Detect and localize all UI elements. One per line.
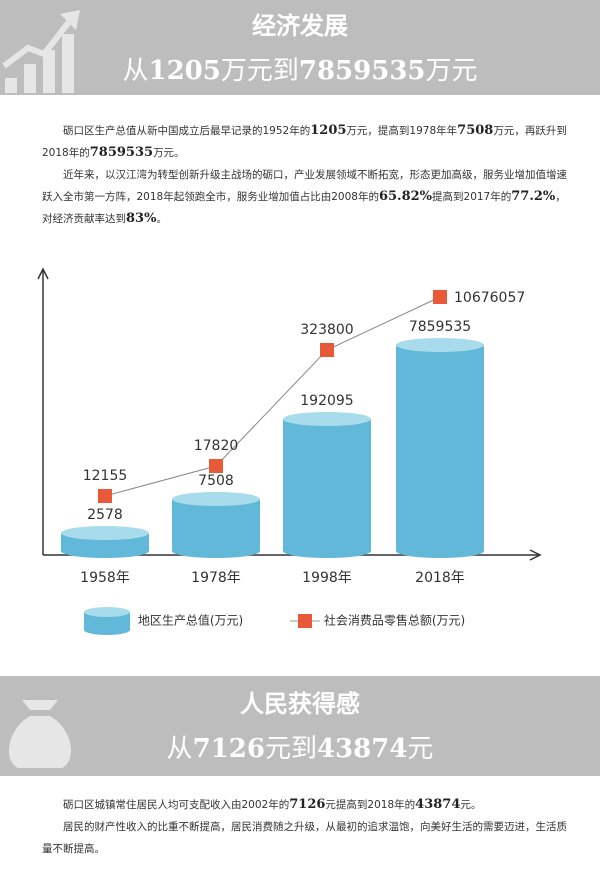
- legend-retail: 社会消费品零售总额(万元): [290, 606, 465, 636]
- line-value-label: 17820: [194, 438, 239, 454]
- bar-value-label: 192095: [300, 393, 353, 409]
- section-title: 经济发展: [252, 12, 348, 40]
- livelihood-paragraph-2: 居民的财产性收入的比重不断提高，居民消费随之升级，从最初的追求温饱，向美好生活的…: [42, 821, 567, 855]
- line-value-label: 10676057: [454, 290, 525, 306]
- growth-chart-icon: [2, 10, 80, 93]
- bar-top: [61, 526, 149, 540]
- bar: [283, 419, 371, 551]
- bar-base: [61, 544, 149, 558]
- legend-gdp: 地区生产总值(万元): [82, 606, 243, 636]
- livelihood-paragraph-1: 砺口区城镇常住居民人均可支配收入由2002年的7126元提高到2018年的438…: [63, 797, 482, 812]
- livelihood-banner: 人民获得感 从7126元到43874元: [0, 676, 600, 776]
- square-marker-legend-icon: [290, 614, 320, 628]
- x-tick-label: 1998年: [302, 570, 352, 586]
- money-bag-icon: [8, 700, 72, 768]
- bar-top: [396, 338, 484, 352]
- section-title: 人民获得感: [240, 690, 360, 718]
- bar: [396, 345, 484, 551]
- y-axis-arrow: [37, 267, 49, 280]
- bar-base: [172, 544, 260, 558]
- economy-banner: 经济发展 从1205万元到7859535万元: [0, 0, 600, 95]
- line-value-label: 12155: [83, 468, 128, 484]
- cylinder-legend-icon: [84, 607, 130, 635]
- x-tick-label: 1978年: [191, 570, 241, 586]
- bar-value-label: 7859535: [409, 319, 471, 335]
- line-marker: [433, 290, 447, 304]
- bar-top: [283, 412, 371, 426]
- bar-base: [283, 544, 371, 558]
- bar: [172, 499, 260, 551]
- bar-value-label: 2578: [87, 507, 123, 523]
- x-tick-label: 2018年: [415, 570, 465, 586]
- section-subtitle: 从7126元到43874元: [166, 734, 434, 764]
- line-marker: [98, 489, 112, 503]
- bar-value-label: 7508: [198, 473, 234, 489]
- retail-line: [104, 296, 441, 497]
- economy-chart: 2578 7508 192095 7859535 12155 17820 323800 106…: [37, 267, 542, 586]
- economy-paragraph-2: 近年来，以汉江湾为转型创新升级主战场的砺口，产业发展领域不断拓宽，形态更加高级，…: [42, 169, 567, 226]
- line-marker: [320, 343, 334, 357]
- line-value-label: 323800: [300, 322, 353, 338]
- bar-top: [172, 492, 260, 506]
- line-marker: [209, 459, 223, 473]
- section-subtitle: 从1205万元到7859535万元: [122, 56, 478, 86]
- bar-base: [396, 544, 484, 558]
- x-axis-arrow: [529, 549, 542, 561]
- x-tick-label: 1958年: [80, 570, 130, 586]
- economy-paragraph-1: 砺口区生产总值从新中国成立后最早记录的1952年的1205万元，提高到1978年…: [42, 123, 567, 160]
